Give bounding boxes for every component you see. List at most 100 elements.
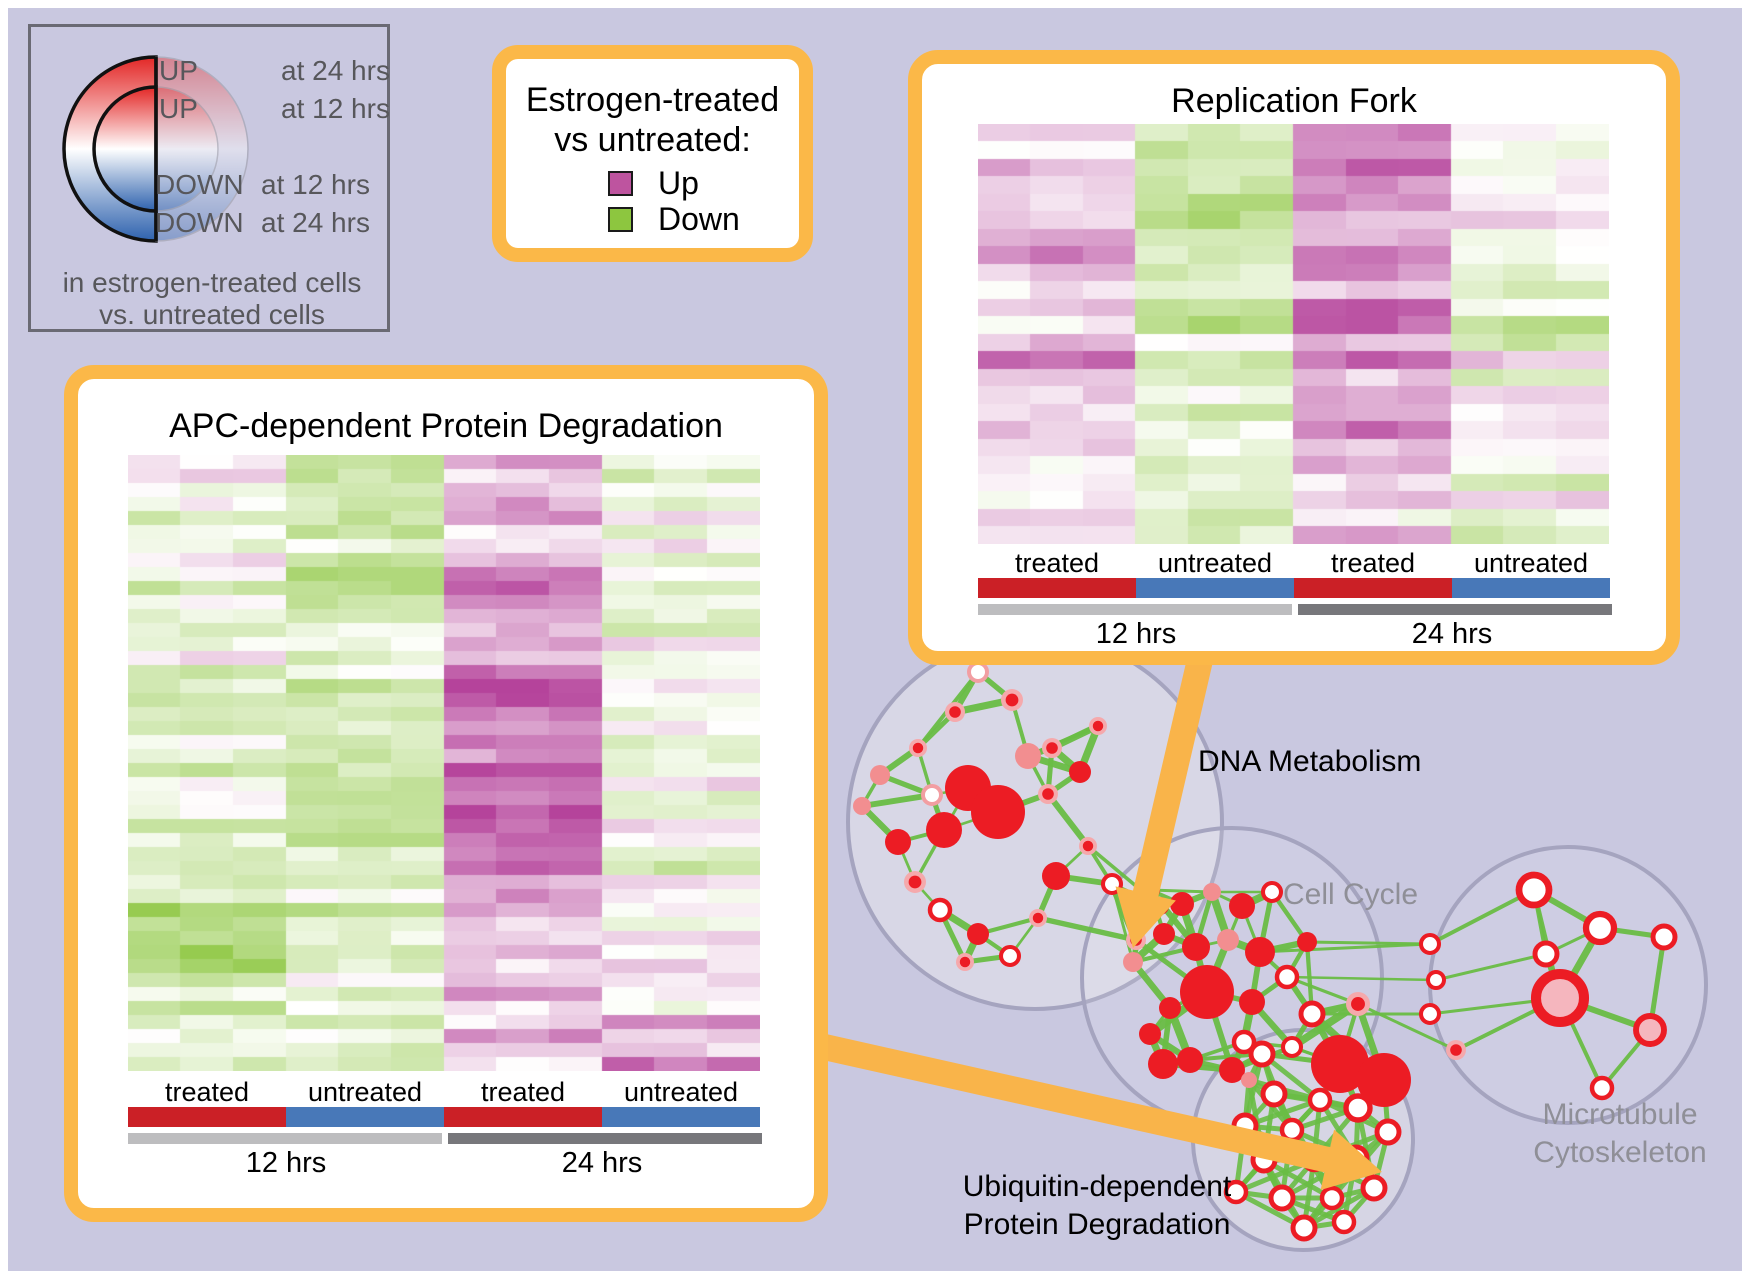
network-node-c23 <box>1280 1035 1304 1059</box>
network-node-u13 <box>1268 1184 1296 1212</box>
network-node-c24 <box>1231 1029 1257 1055</box>
microtubule-label-line2: Cytoskeleton <box>1533 1136 1707 1169</box>
legend-row-down-12: DOWN at 12 hrs <box>155 169 370 201</box>
network-edge <box>1428 888 1536 946</box>
network-node-d12 <box>926 812 962 848</box>
legend-time: at 24 hrs <box>261 207 370 238</box>
apc-degradation-title: APC-dependent Protein Degradation <box>169 407 723 445</box>
apc-treated-bar <box>444 1107 602 1127</box>
replication-treated-bar <box>978 578 1136 598</box>
network-edge <box>1110 882 1135 964</box>
up-color-swatch <box>608 171 633 196</box>
legend-time: at 24 hrs <box>281 55 390 86</box>
network-edge <box>1285 975 1438 982</box>
network-edge <box>1356 1002 1458 1052</box>
cell-cycle-label: Cell Cycle <box>1283 878 1419 911</box>
apc-group-label-2: treated <box>480 1077 566 1107</box>
up-label: Up <box>658 165 699 201</box>
replication-fork-title: Replication Fork <box>1171 82 1417 120</box>
network-edge <box>1258 942 1432 954</box>
replication-untreated-bar <box>1136 578 1294 598</box>
network-node-d2 <box>909 739 927 757</box>
apc-treated-bar <box>128 1107 286 1127</box>
apc-timeband-12hrs <box>128 1133 442 1144</box>
callout-arrow-replication-to-dna <box>1115 657 1213 948</box>
replication-untreated-bar <box>1452 578 1610 598</box>
network-node-c25 <box>1219 1057 1245 1083</box>
apc-time-label-0: 12 hrs <box>245 1147 327 1179</box>
network-node-d17 <box>904 871 926 893</box>
network-node-u1 <box>1248 1040 1276 1068</box>
network-node-c5 <box>1260 880 1284 904</box>
network-edge <box>1288 1000 1362 1051</box>
network-node-b4 <box>1446 1040 1466 1060</box>
apc-heatmap <box>128 455 760 1071</box>
network-node-d20 <box>998 944 1022 968</box>
legend-caption-line1: in estrogen-treated cells <box>62 267 362 298</box>
network-node-c10 <box>1180 965 1234 1019</box>
network-node-d18 <box>927 897 953 923</box>
network-node-c13 <box>1274 964 1300 990</box>
legend-word: DOWN <box>155 207 244 238</box>
network-node-u14 <box>1319 1185 1345 1211</box>
replication-fork-panel: Replication Fork treated untreated treated… <box>908 50 1680 665</box>
network-edge <box>1285 975 1360 1006</box>
legend-caption-line2: vs. untreated cells <box>99 299 325 330</box>
apc-degradation-panel: APC-dependent Protein Degradation treate… <box>64 365 828 1222</box>
network-node-d15 <box>1069 761 1091 783</box>
network-node-c9 <box>1245 937 1275 967</box>
apc-untreated-bar <box>602 1107 760 1127</box>
network-node-c6 <box>1153 923 1175 945</box>
network-node-c11 <box>1159 997 1181 1019</box>
network-node-m3 <box>1532 940 1560 968</box>
estrogen-updown-legend-box: Estrogen-treated vs untreated: Up Down <box>492 45 813 262</box>
apc-group-label-0: treated <box>164 1077 250 1107</box>
network-node-c20 <box>1357 1053 1411 1107</box>
network-node-u12 <box>1223 1179 1249 1205</box>
network-node-d13 <box>885 829 911 855</box>
color-scale-legend-box: UP at 24 hrs UP at 12 hrs DOWN at 12 hrs… <box>28 24 390 332</box>
down-color-swatch <box>608 207 633 232</box>
network-node-d19 <box>967 923 989 945</box>
network-node-m1 <box>1515 871 1553 909</box>
dna-metabolism-label: DNA Metabolism <box>1198 745 1422 778</box>
network-node-d21 <box>1042 862 1070 890</box>
network-node-d4 <box>1042 738 1062 758</box>
legend-row-up-24: UP at 24 hrs <box>159 55 390 87</box>
replication-group-label-1: untreated <box>1157 548 1273 578</box>
network-node-u4 <box>1307 1087 1333 1113</box>
network-node-u16 <box>1290 1214 1318 1242</box>
legend-word: DOWN <box>155 169 244 200</box>
replication-group-label-0: treated <box>1014 548 1100 578</box>
network-node-c12 <box>1239 989 1265 1015</box>
network-node-c15 <box>1123 952 1143 972</box>
network-node-c7 <box>1182 933 1210 961</box>
network-node-u17 <box>1331 1209 1357 1235</box>
estrogen-legend-title-line1: Estrogen-treated <box>525 81 780 119</box>
down-label: Down <box>658 201 740 237</box>
network-node-m2 <box>1582 910 1618 946</box>
network-node-u3 <box>1260 1080 1288 1108</box>
ubiquitin-label-line1: Ubiquitin-dependent <box>962 1170 1232 1203</box>
network-node-u15 <box>1360 1174 1388 1202</box>
replication-timeband-24hrs <box>1298 604 1612 615</box>
legend-time: at 12 hrs <box>261 169 370 200</box>
network-node-m6 <box>1650 923 1678 951</box>
network-node-m5 <box>1633 1013 1667 1047</box>
network-node-c4 <box>1229 893 1255 919</box>
apc-group-label-3: untreated <box>623 1077 739 1107</box>
network-node-u5 <box>1343 1093 1373 1123</box>
network-node-d3 <box>1001 689 1023 711</box>
replication-timeband-12hrs <box>978 604 1292 615</box>
network-node-c2 <box>1170 892 1194 916</box>
network-node-b3 <box>1418 1002 1442 1026</box>
microtubule-label-line1: Microtubule <box>1542 1098 1698 1131</box>
network-node-c3 <box>1203 883 1221 901</box>
apc-group-label-1: untreated <box>307 1077 423 1107</box>
network-node-d7 <box>870 765 890 785</box>
apc-timeband-24hrs <box>448 1133 762 1144</box>
network-node-d6 <box>1089 717 1107 735</box>
network-node-u8 <box>1374 1118 1402 1146</box>
network-node-d25 <box>956 953 974 971</box>
